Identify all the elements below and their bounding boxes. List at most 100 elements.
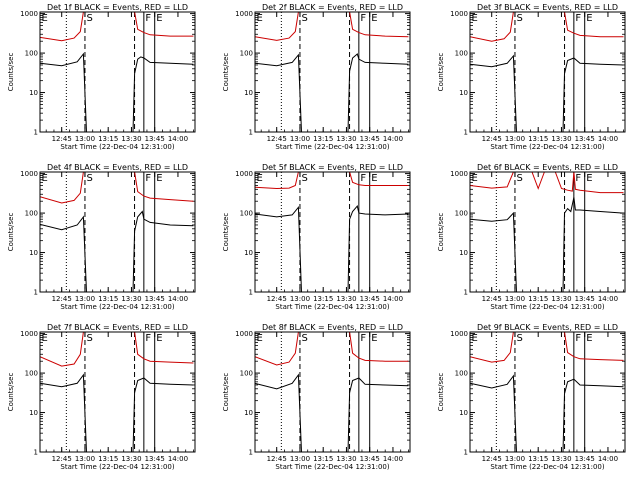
time-marker-label: E	[156, 13, 162, 24]
detector-panel: Det 9f BLACK = Events, RED = LLD Counts/s…	[437, 323, 626, 471]
y-tick-label: 10	[29, 409, 38, 417]
detector-panel: Det 2f BLACK = Events, RED = LLD Counts/s…	[222, 3, 411, 151]
y-axis-label: Counts/sec	[222, 373, 230, 412]
y-tick-label: 10	[244, 409, 253, 417]
time-marker-label: S	[86, 173, 92, 184]
lld-series-line	[255, 332, 409, 366]
events-series-line	[470, 374, 624, 452]
x-axis-label: Start Time (22-Dec-04 12:31:00)	[275, 463, 389, 471]
x-tick-label: 13:15	[98, 455, 118, 463]
y-tick-label: 1	[34, 129, 38, 137]
y-tick-label: 1000	[450, 330, 468, 338]
detector-panel: Det 8f BLACK = Events, RED = LLD Counts/s…	[222, 323, 411, 471]
x-tick-label: 12:45	[482, 455, 502, 463]
x-tick-label: 13:45	[145, 455, 165, 463]
y-tick-label: 100	[455, 210, 468, 218]
detector-panel: Det 6f BLACK = Events, RED = LLD Counts/s…	[437, 163, 626, 311]
lld-series-line	[470, 172, 624, 194]
x-tick-label: 13:15	[528, 295, 548, 303]
time-marker-label: F	[360, 333, 366, 344]
lld-series-line	[40, 332, 194, 367]
x-tick-label: 14:00	[598, 455, 618, 463]
detector-panel: Det 4f BLACK = Events, RED = LLD Counts/s…	[7, 163, 196, 311]
time-marker-label: E	[586, 333, 592, 344]
panel-title: Det 2f BLACK = Events, RED = LLD	[262, 3, 403, 12]
x-tick-label: 13:45	[575, 295, 595, 303]
x-tick-label: 13:15	[313, 455, 333, 463]
time-marker-label: E	[156, 173, 162, 184]
plot-frame	[469, 171, 626, 293]
events-series-line	[40, 210, 194, 292]
x-tick-label: 13:00	[75, 455, 95, 463]
x-tick-label: 13:15	[98, 295, 118, 303]
time-marker-label: S	[516, 173, 522, 184]
time-marker-label: E	[42, 333, 48, 344]
y-axis-label: Counts/sec	[437, 373, 445, 412]
y-axis-label: Counts/sec	[7, 373, 15, 412]
x-tick-label: 13:45	[575, 455, 595, 463]
time-marker-label: S	[301, 13, 307, 24]
y-tick-label: 1	[464, 289, 468, 297]
y-tick-label: 1000	[20, 10, 38, 18]
plot-frame	[254, 11, 411, 133]
x-tick-label: 13:30	[121, 455, 141, 463]
y-axis-label: Counts/sec	[7, 213, 15, 252]
time-marker-label: E	[42, 13, 48, 24]
time-marker-label: E	[257, 333, 263, 344]
x-tick-label: 13:00	[290, 455, 310, 463]
y-tick-label: 1000	[20, 330, 38, 338]
y-tick-label: 1	[34, 449, 38, 457]
y-tick-label: 10	[29, 249, 38, 257]
y-tick-label: 1000	[450, 170, 468, 178]
time-marker-label: E	[257, 13, 263, 24]
time-marker-label: E	[371, 13, 377, 24]
events-series-line	[40, 52, 194, 132]
y-axis-label: Counts/sec	[222, 213, 230, 252]
y-tick-label: 1	[464, 449, 468, 457]
x-tick-label: 13:15	[313, 135, 333, 143]
x-tick-label: 13:00	[290, 295, 310, 303]
x-tick-label: 13:15	[528, 135, 548, 143]
time-marker-label: E	[371, 333, 377, 344]
x-tick-label: 13:45	[145, 295, 165, 303]
x-tick-label: 13:30	[551, 295, 571, 303]
y-tick-label: 10	[459, 89, 468, 97]
x-axis-label: Start Time (22-Dec-04 12:31:00)	[60, 143, 174, 151]
time-marker-label: F	[145, 13, 151, 24]
y-tick-label: 10	[244, 249, 253, 257]
x-tick-label: 13:30	[121, 135, 141, 143]
y-tick-label: 1000	[235, 10, 253, 18]
y-tick-label: 1000	[450, 10, 468, 18]
y-tick-label: 1	[464, 129, 468, 137]
panel-title: Det 9f BLACK = Events, RED = LLD	[477, 323, 618, 332]
x-tick-label: 13:00	[75, 135, 95, 143]
y-axis-label: Counts/sec	[7, 53, 15, 92]
time-marker-label: E	[42, 173, 48, 184]
x-tick-label: 12:45	[52, 455, 72, 463]
time-marker-label: E	[472, 173, 478, 184]
x-tick-label: 14:00	[383, 135, 403, 143]
events-series-line	[255, 53, 409, 132]
x-tick-label: 13:45	[145, 135, 165, 143]
y-tick-label: 10	[459, 249, 468, 257]
x-tick-label: 12:45	[267, 455, 287, 463]
plot-frame	[254, 171, 411, 293]
y-tick-label: 10	[29, 89, 38, 97]
x-tick-label: 13:00	[75, 295, 95, 303]
panel-title: Det 7f BLACK = Events, RED = LLD	[47, 323, 188, 332]
x-tick-label: 13:00	[505, 295, 525, 303]
x-tick-label: 13:00	[505, 455, 525, 463]
x-tick-label: 13:15	[313, 295, 333, 303]
time-marker-label: F	[575, 173, 581, 184]
panel-title: Det 6f BLACK = Events, RED = LLD	[477, 163, 618, 172]
y-tick-label: 10	[244, 89, 253, 97]
time-marker-label: S	[301, 173, 307, 184]
time-marker-label: E	[586, 13, 592, 24]
time-marker-label: F	[145, 173, 151, 184]
panel-title: Det 4f BLACK = Events, RED = LLD	[47, 163, 188, 172]
y-tick-label: 10	[459, 409, 468, 417]
plot-frame	[469, 11, 626, 133]
lld-series-line	[40, 12, 194, 42]
y-tick-label: 100	[25, 50, 38, 58]
x-tick-label: 12:45	[482, 295, 502, 303]
